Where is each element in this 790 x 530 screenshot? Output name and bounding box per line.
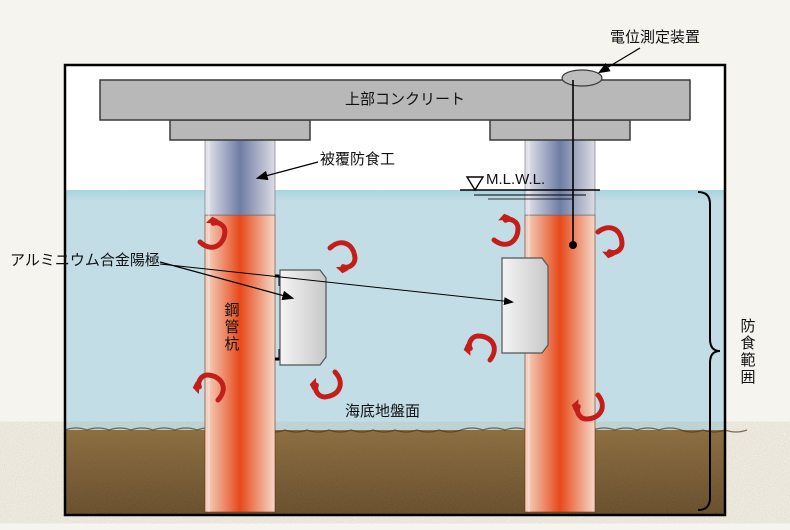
label-anode: アルミニウム合金陽極 (10, 253, 160, 270)
label-mlwl: M.L.W.L. (486, 172, 545, 189)
label-range: 防食範囲 (738, 318, 755, 386)
label-coating: 被覆防食工 (320, 152, 395, 169)
layers (65, 65, 747, 515)
label-pile: 鋼管杭 (222, 302, 239, 353)
label-device: 電位測定装置 (610, 30, 700, 47)
label-deck: 上部コンクリート (345, 92, 465, 109)
label-seabed: 海底地盤面 (345, 404, 420, 421)
